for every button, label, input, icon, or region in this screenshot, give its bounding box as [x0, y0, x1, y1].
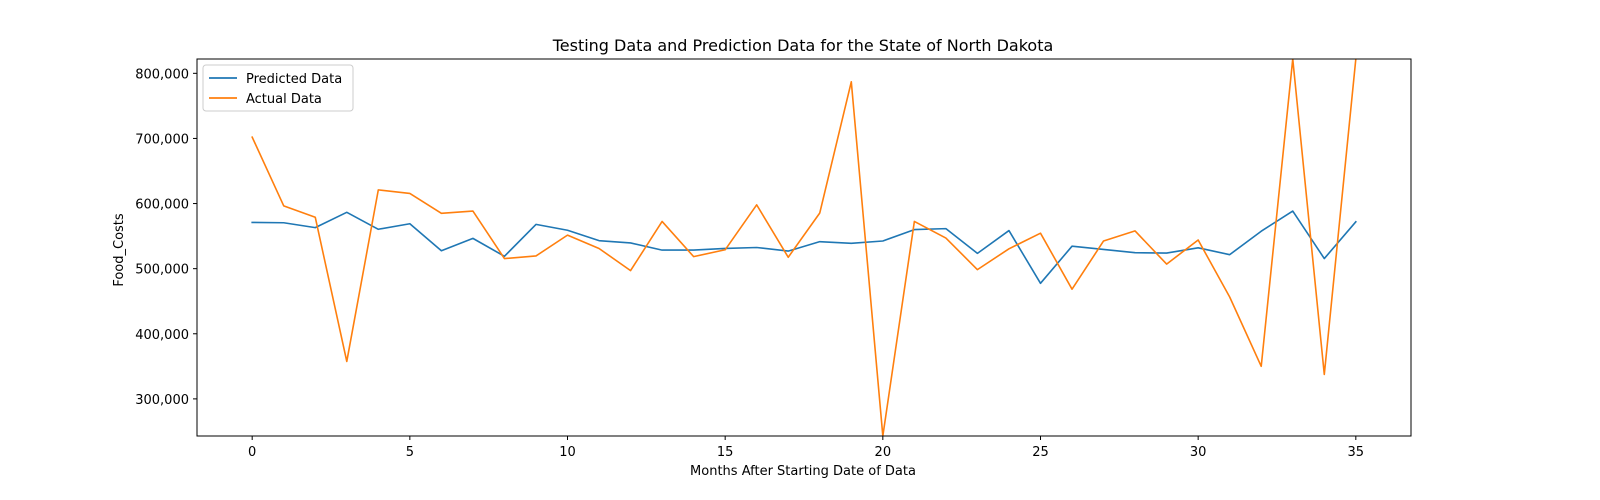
x-tick-label: 25 [1032, 445, 1049, 460]
y-axis-title: Food_Costs [112, 213, 127, 287]
x-tick-label: 15 [717, 445, 734, 460]
chart-title: Testing Data and Prediction Data for the… [552, 36, 1054, 55]
x-tick-label: 30 [1190, 445, 1207, 460]
y-tick-label: 500,000 [135, 263, 189, 278]
axes: 0 5 10 15 20 25 30 35 300,000 400,000 500,000 600,0… [135, 58, 1412, 460]
x-tick-label: 0 [248, 445, 256, 460]
x-axis-title: Months After Starting Date of Data [690, 464, 916, 479]
y-tick-label: 800,000 [135, 67, 189, 82]
series-line-actual [251, 59, 1357, 436]
x-tick-label: 20 [875, 445, 892, 460]
x-tick-label: 5 [406, 445, 414, 460]
plot-frame [196, 58, 1412, 437]
y-tick-label: 300,000 [135, 393, 189, 408]
legend: Predicted Data Actual Data [202, 64, 354, 112]
legend-label: Predicted Data [246, 72, 342, 87]
y-tick-label: 400,000 [135, 328, 189, 343]
legend-box [202, 64, 354, 112]
x-tick-label: 10 [559, 445, 576, 460]
y-tick-label: 700,000 [135, 132, 189, 147]
x-tick-label: 35 [1348, 445, 1365, 460]
series-line-predicted [251, 210, 1357, 285]
plot-area [251, 59, 1357, 436]
legend-label: Actual Data [246, 92, 322, 107]
y-tick-label: 600,000 [135, 198, 189, 213]
